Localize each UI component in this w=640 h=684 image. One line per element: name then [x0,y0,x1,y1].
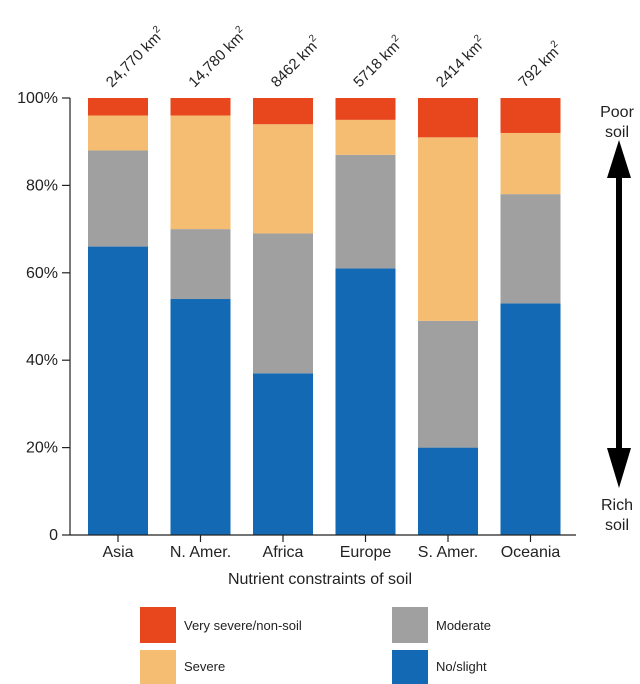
bar-europe-very-severe-non-soil [335,98,396,120]
y-ticks: 0 20% 40% 60% 80% 100% [17,90,70,544]
area-label-n-amer: 14,780 km2 [184,24,251,91]
bar-oceania-severe [500,132,561,195]
legend-label-severe: Severe [184,659,225,674]
area-label-oceania: 792 km2 [514,38,566,90]
poor-soil-label-line2: soil [605,124,629,141]
double-arrow-icon [607,140,631,488]
category-label-europe: Europe [340,544,392,561]
y-tick-label-20: 20% [26,440,58,457]
bar-s-amer-severe [418,137,478,321]
bar-asia-no-slight [88,246,148,535]
bars-layer [88,98,561,535]
category-labels: Asia N. Amer. Africa Europe S. Amer. Oceania [102,535,560,561]
x-axis-title: Nutrient constraints of soil [228,571,412,588]
bar-europe-severe [335,119,396,155]
axes-layer [69,98,576,536]
bar-asia-severe [88,115,148,151]
legend-swatch-no-slight [392,650,428,684]
y-tick-label-40: 40% [26,352,58,369]
bar-s-amer-moderate [418,320,478,448]
area-labels: 24,770 km2 14,780 km2 8462 km2 5718 km2 2414… [101,24,566,91]
bar-africa-moderate [253,233,313,374]
category-label-asia: Asia [102,544,133,561]
bar-africa-very-severe-non-soil [253,98,313,125]
rich-soil-label-line1: Rich [601,497,633,514]
bar-n-amer-very-severe-non-soil [170,98,231,116]
legend-label-very-severe: Very severe/non-soil [184,618,302,633]
y-tick-label-100: 100% [17,90,58,107]
bar-n-amer-severe [170,115,231,230]
legend-swatch-moderate [392,607,428,643]
bar-n-amer-moderate [170,229,231,300]
legend-swatch-very-severe [140,607,176,643]
bar-asia-moderate [88,150,148,247]
y-tick-label-80: 80% [26,177,58,194]
bar-oceania-very-severe-non-soil [500,98,561,133]
y-tick-label-60: 60% [26,265,58,282]
bar-africa-severe [253,124,313,234]
y-tick-label-0: 0 [49,527,58,544]
legend-swatch-severe [140,650,176,684]
legend: Very severe/non-soil Moderate Severe No/… [140,607,491,684]
soil-quality-indicator: Poor soil Rich soil [600,104,634,534]
legend-label-moderate: Moderate [436,618,491,633]
category-label-n-amer: N. Amer. [170,544,231,561]
area-label-asia: 24,770 km2 [101,24,168,91]
area-label-s-amer: 2414 km2 [431,32,489,90]
area-label-africa: 8462 km2 [266,32,324,90]
bar-s-amer-very-severe-non-soil [418,98,478,138]
area-label-europe: 5718 km2 [349,32,407,90]
category-label-s-amer: S. Amer. [418,544,478,561]
rich-soil-label-line2: soil [605,517,629,534]
category-label-africa: Africa [263,544,304,561]
bar-oceania-no-slight [500,303,561,535]
bar-s-amer-no-slight [418,447,478,535]
bar-oceania-moderate [500,194,561,304]
bar-europe-no-slight [335,268,396,535]
bar-asia-very-severe-non-soil [88,98,148,116]
poor-soil-label-line1: Poor [600,104,634,121]
bar-africa-no-slight [253,373,313,535]
bar-n-amer-no-slight [170,299,231,535]
category-label-oceania: Oceania [501,544,561,561]
bar-europe-moderate [335,154,396,269]
legend-label-no-slight: No/slight [436,659,487,674]
